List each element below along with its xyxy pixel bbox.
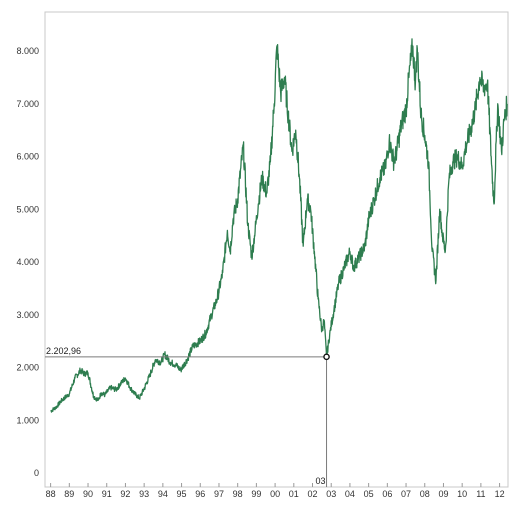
y-tick-label: 0 (34, 468, 39, 478)
y-tick-label: 2.000 (16, 363, 39, 373)
y-axis: 0 1.000 2.000 3.000 4.000 5.000 6.000 7.000 8.00… (16, 46, 39, 478)
x-tick-label: 05 (364, 489, 374, 499)
x-axis: 88 89 90 91 92 93 94 95 96 97 98 99 00 01 02 03 04 05 06 07… (46, 483, 505, 499)
y-tick-label: 5.000 (16, 204, 39, 214)
y-tick-label: 8.000 (16, 46, 39, 56)
y-tick-label: 6.000 (16, 152, 39, 162)
x-tick-label: 02 (308, 489, 318, 499)
x-tick-label: 93 (139, 489, 149, 499)
x-tick-label: 12 (495, 489, 505, 499)
x-tick-label: 09 (438, 489, 448, 499)
x-tick-label: 08 (420, 489, 430, 499)
x-tick-label: 92 (120, 489, 130, 499)
y-tick-label: 4.000 (16, 257, 39, 267)
x-tick-label: 01 (289, 489, 299, 499)
plot-area (44, 11, 509, 488)
x-tick-label: 97 (214, 489, 224, 499)
x-tick-label: 03 (326, 489, 336, 499)
annotation-marker (323, 353, 330, 361)
annotation-value-label: 2.202,96 (46, 346, 81, 356)
annotation-group: 2.202,96 03 (45, 346, 330, 487)
x-tick-label: 00 (270, 489, 280, 499)
x-tick-label: 04 (345, 489, 355, 499)
x-tick-label: 11 (476, 489, 485, 499)
y-tick-label: 3.000 (16, 310, 39, 320)
x-tick-label: 98 (233, 489, 243, 499)
annotation-x-label: 03 (316, 476, 326, 486)
x-tick-label: 10 (457, 489, 467, 499)
x-tick-label: 96 (195, 489, 205, 499)
y-tick-label: 7.000 (16, 99, 39, 109)
x-tick-label: 06 (382, 489, 392, 499)
x-tick-label: 94 (158, 489, 168, 499)
series-line (50, 38, 508, 413)
x-tick-label: 90 (83, 489, 93, 499)
series-group (50, 38, 508, 413)
y-tick-label: 1.000 (16, 415, 39, 425)
x-tick-label: 91 (102, 489, 112, 499)
x-tick-label: 99 (251, 489, 261, 499)
x-tick-label: 88 (46, 489, 56, 499)
x-tick-label: 07 (401, 489, 411, 499)
x-tick-label: 95 (177, 489, 187, 499)
x-tick-label: 89 (64, 489, 74, 499)
